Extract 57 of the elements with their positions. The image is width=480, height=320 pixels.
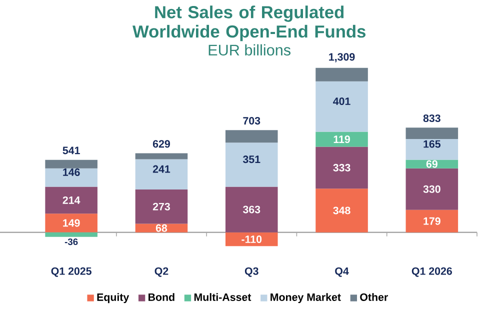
total-label: 703: [243, 117, 260, 125]
data-label: 401: [333, 97, 350, 106]
legend-label: Money Market: [270, 293, 341, 304]
bar: [225, 186, 278, 232]
data-label: 149: [63, 219, 80, 227]
data-label: -110: [242, 235, 262, 244]
x-tick-label: Q4: [335, 267, 349, 277]
bar: [225, 130, 278, 143]
x-tick-label: Q3: [244, 267, 258, 277]
bar: [135, 159, 188, 190]
bar: [225, 232, 278, 246]
bar: [316, 188, 368, 232]
bar: [316, 132, 368, 147]
data-label: 333: [333, 164, 350, 172]
data-label: 146: [63, 168, 80, 176]
data-label: 69: [426, 160, 438, 168]
bar: [135, 153, 188, 160]
bar: [45, 186, 98, 214]
total-label: 1,309: [329, 53, 355, 62]
data-label: 241: [152, 165, 170, 173]
total-label: 833: [423, 114, 440, 122]
x-tick-label: Q1 2026: [412, 267, 452, 277]
bar: [45, 232, 98, 237]
data-label: -36: [64, 238, 78, 246]
legend-label: Bond: [148, 293, 174, 301]
bar: [406, 128, 458, 139]
data-label: 348: [333, 206, 350, 214]
total-label: 629: [152, 140, 170, 148]
x-tick-label: Q2: [154, 267, 168, 277]
data-label: 68: [156, 224, 168, 232]
bar: [406, 138, 458, 160]
legend-label: Multi-Asset: [194, 293, 252, 301]
data-label: 330: [423, 185, 440, 193]
bar: [316, 81, 368, 132]
data-label: 273: [152, 202, 170, 210]
chart-title: Net Sales of Regulated Worldwide Open-End Funds: [132, 6, 366, 42]
data-label: 214: [62, 196, 80, 204]
data-label: 179: [424, 217, 440, 225]
data-label: 165: [424, 140, 441, 148]
bar: [45, 168, 98, 187]
bar: [225, 142, 278, 187]
data-label: 119: [334, 136, 350, 144]
chart-subtitle: EUR billions: [208, 44, 290, 56]
data-label: 363: [242, 206, 260, 214]
bar: [316, 68, 368, 82]
total-label: 541: [62, 146, 80, 154]
legend-label: Equity: [97, 293, 130, 304]
bar: [135, 189, 188, 224]
x-tick-label: Q1 2025: [51, 267, 92, 277]
data-label: 351: [242, 156, 260, 164]
legend-label: Other: [360, 293, 388, 301]
bar: [45, 214, 98, 232]
bar: [45, 160, 98, 168]
bar: [406, 168, 458, 210]
bar: [316, 146, 368, 189]
bar: [406, 160, 458, 168]
bar: [406, 210, 458, 232]
